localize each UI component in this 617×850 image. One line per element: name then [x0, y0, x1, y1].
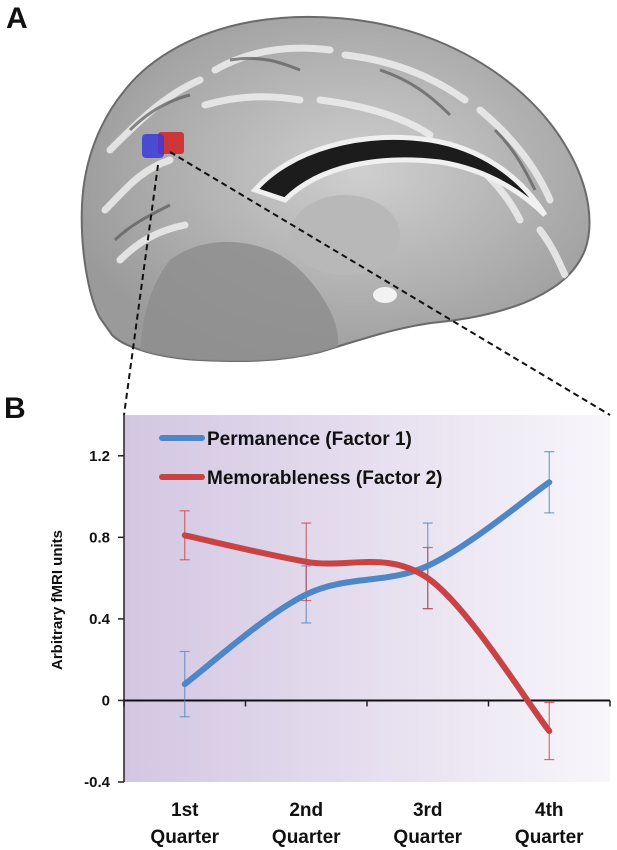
category-label: Quarter [272, 827, 341, 848]
category-label: 2nd [289, 800, 323, 821]
series-lines [181, 479, 553, 735]
legend-label-permanence: Permanence (Factor 1) [207, 429, 412, 450]
corpus-callosum [250, 135, 548, 217]
y-tick-label: 0.4 [89, 611, 111, 628]
category-label: Quarter [150, 827, 219, 848]
series-line-permanence [181, 479, 553, 688]
category-labels: 1st Quarter 2nd Quarter 3rd Quarter 4th Quarter [150, 800, 584, 848]
activation-blue [142, 134, 164, 158]
y-axis-label: Arbitrary fMRI units [49, 530, 66, 670]
zoom-line-right [169, 151, 611, 416]
category-label: 4th [535, 800, 564, 821]
activation-red [158, 132, 184, 154]
panel-label-b: B [4, 392, 26, 425]
brain-image [80, 15, 591, 363]
legend-label-memorableness: Memorableness (Factor 2) [207, 468, 442, 489]
y-tick-label: 0 [102, 692, 110, 709]
y-tick-label: -0.4 [84, 774, 111, 791]
thalamus [290, 195, 400, 275]
category-label: Quarter [393, 827, 462, 848]
category-label: 1st [171, 800, 199, 821]
panel-label-a: A [6, 2, 28, 35]
plot-area [124, 415, 610, 782]
tick-labels: -0.4 0 0.4 0.8 1.2 [84, 448, 111, 791]
cerebellum [140, 241, 339, 362]
series-line-memorableness [181, 532, 553, 735]
category-label: Quarter [515, 827, 584, 848]
y-tick-label: 1.2 [89, 448, 110, 465]
category-label: 3rd [413, 800, 443, 821]
zoom-line-left [123, 164, 159, 416]
y-tick-label: 0.8 [89, 529, 110, 546]
legend: Permanence (Factor 1) Memorableness (Fac… [159, 429, 442, 489]
